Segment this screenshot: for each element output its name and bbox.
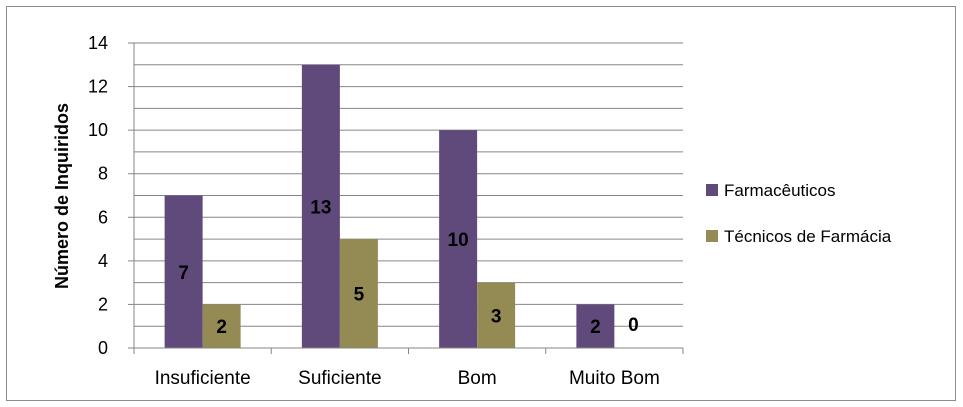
x-tick-label: Muito Bom — [569, 368, 660, 389]
data-label: 5 — [354, 285, 365, 306]
data-label: 0 — [628, 315, 639, 336]
gridlines — [134, 42, 683, 327]
x-tick-label: Bom — [458, 368, 497, 389]
bar-tecnicos — [339, 239, 378, 348]
data-label: 2 — [590, 317, 601, 338]
x-tick-label: Insuficiente — [155, 368, 251, 389]
x-tick-label: Suficiente — [298, 368, 381, 389]
bars — [164, 64, 615, 349]
x-tick-labels: Insuficiente Suficiente Bom Muito Bom — [155, 368, 660, 389]
y-tick-label: 12 — [88, 77, 108, 97]
data-label: 2 — [216, 317, 227, 338]
legend: Farmacêuticos Técnicos de Farmácia — [706, 181, 892, 246]
y-tick-label: 6 — [98, 207, 108, 227]
bar-tecnicos — [477, 282, 516, 348]
y-tick-labels: 0 2 4 6 8 10 12 14 — [88, 33, 108, 358]
axes — [128, 42, 684, 354]
y-tick-label: 2 — [98, 294, 108, 314]
data-label: 10 — [448, 230, 469, 251]
legend-swatch — [706, 184, 718, 196]
bar-farmaceuticos — [576, 304, 615, 348]
bar-farmaceuticos — [164, 195, 203, 348]
y-tick-label: 10 — [88, 120, 108, 140]
y-tick-label: 14 — [88, 33, 108, 53]
data-label: 7 — [178, 263, 189, 284]
y-tick-label: 0 — [98, 338, 108, 358]
y-tick-label: 8 — [98, 164, 108, 184]
y-axis-title: Número de Inquiridos — [52, 103, 72, 289]
bar-farmaceuticos — [439, 130, 478, 348]
legend-swatch — [706, 230, 718, 242]
data-label: 13 — [310, 197, 331, 218]
legend-label: Técnicos de Farmácia — [724, 227, 892, 246]
data-label: 3 — [491, 306, 502, 327]
y-tick-label: 4 — [98, 251, 108, 271]
data-labels: 7 2 13 5 10 3 2 0 — [178, 197, 638, 338]
legend-label: Farmacêuticos — [724, 181, 835, 200]
bar-tecnicos — [202, 304, 241, 348]
bar-farmaceuticos — [301, 64, 340, 349]
